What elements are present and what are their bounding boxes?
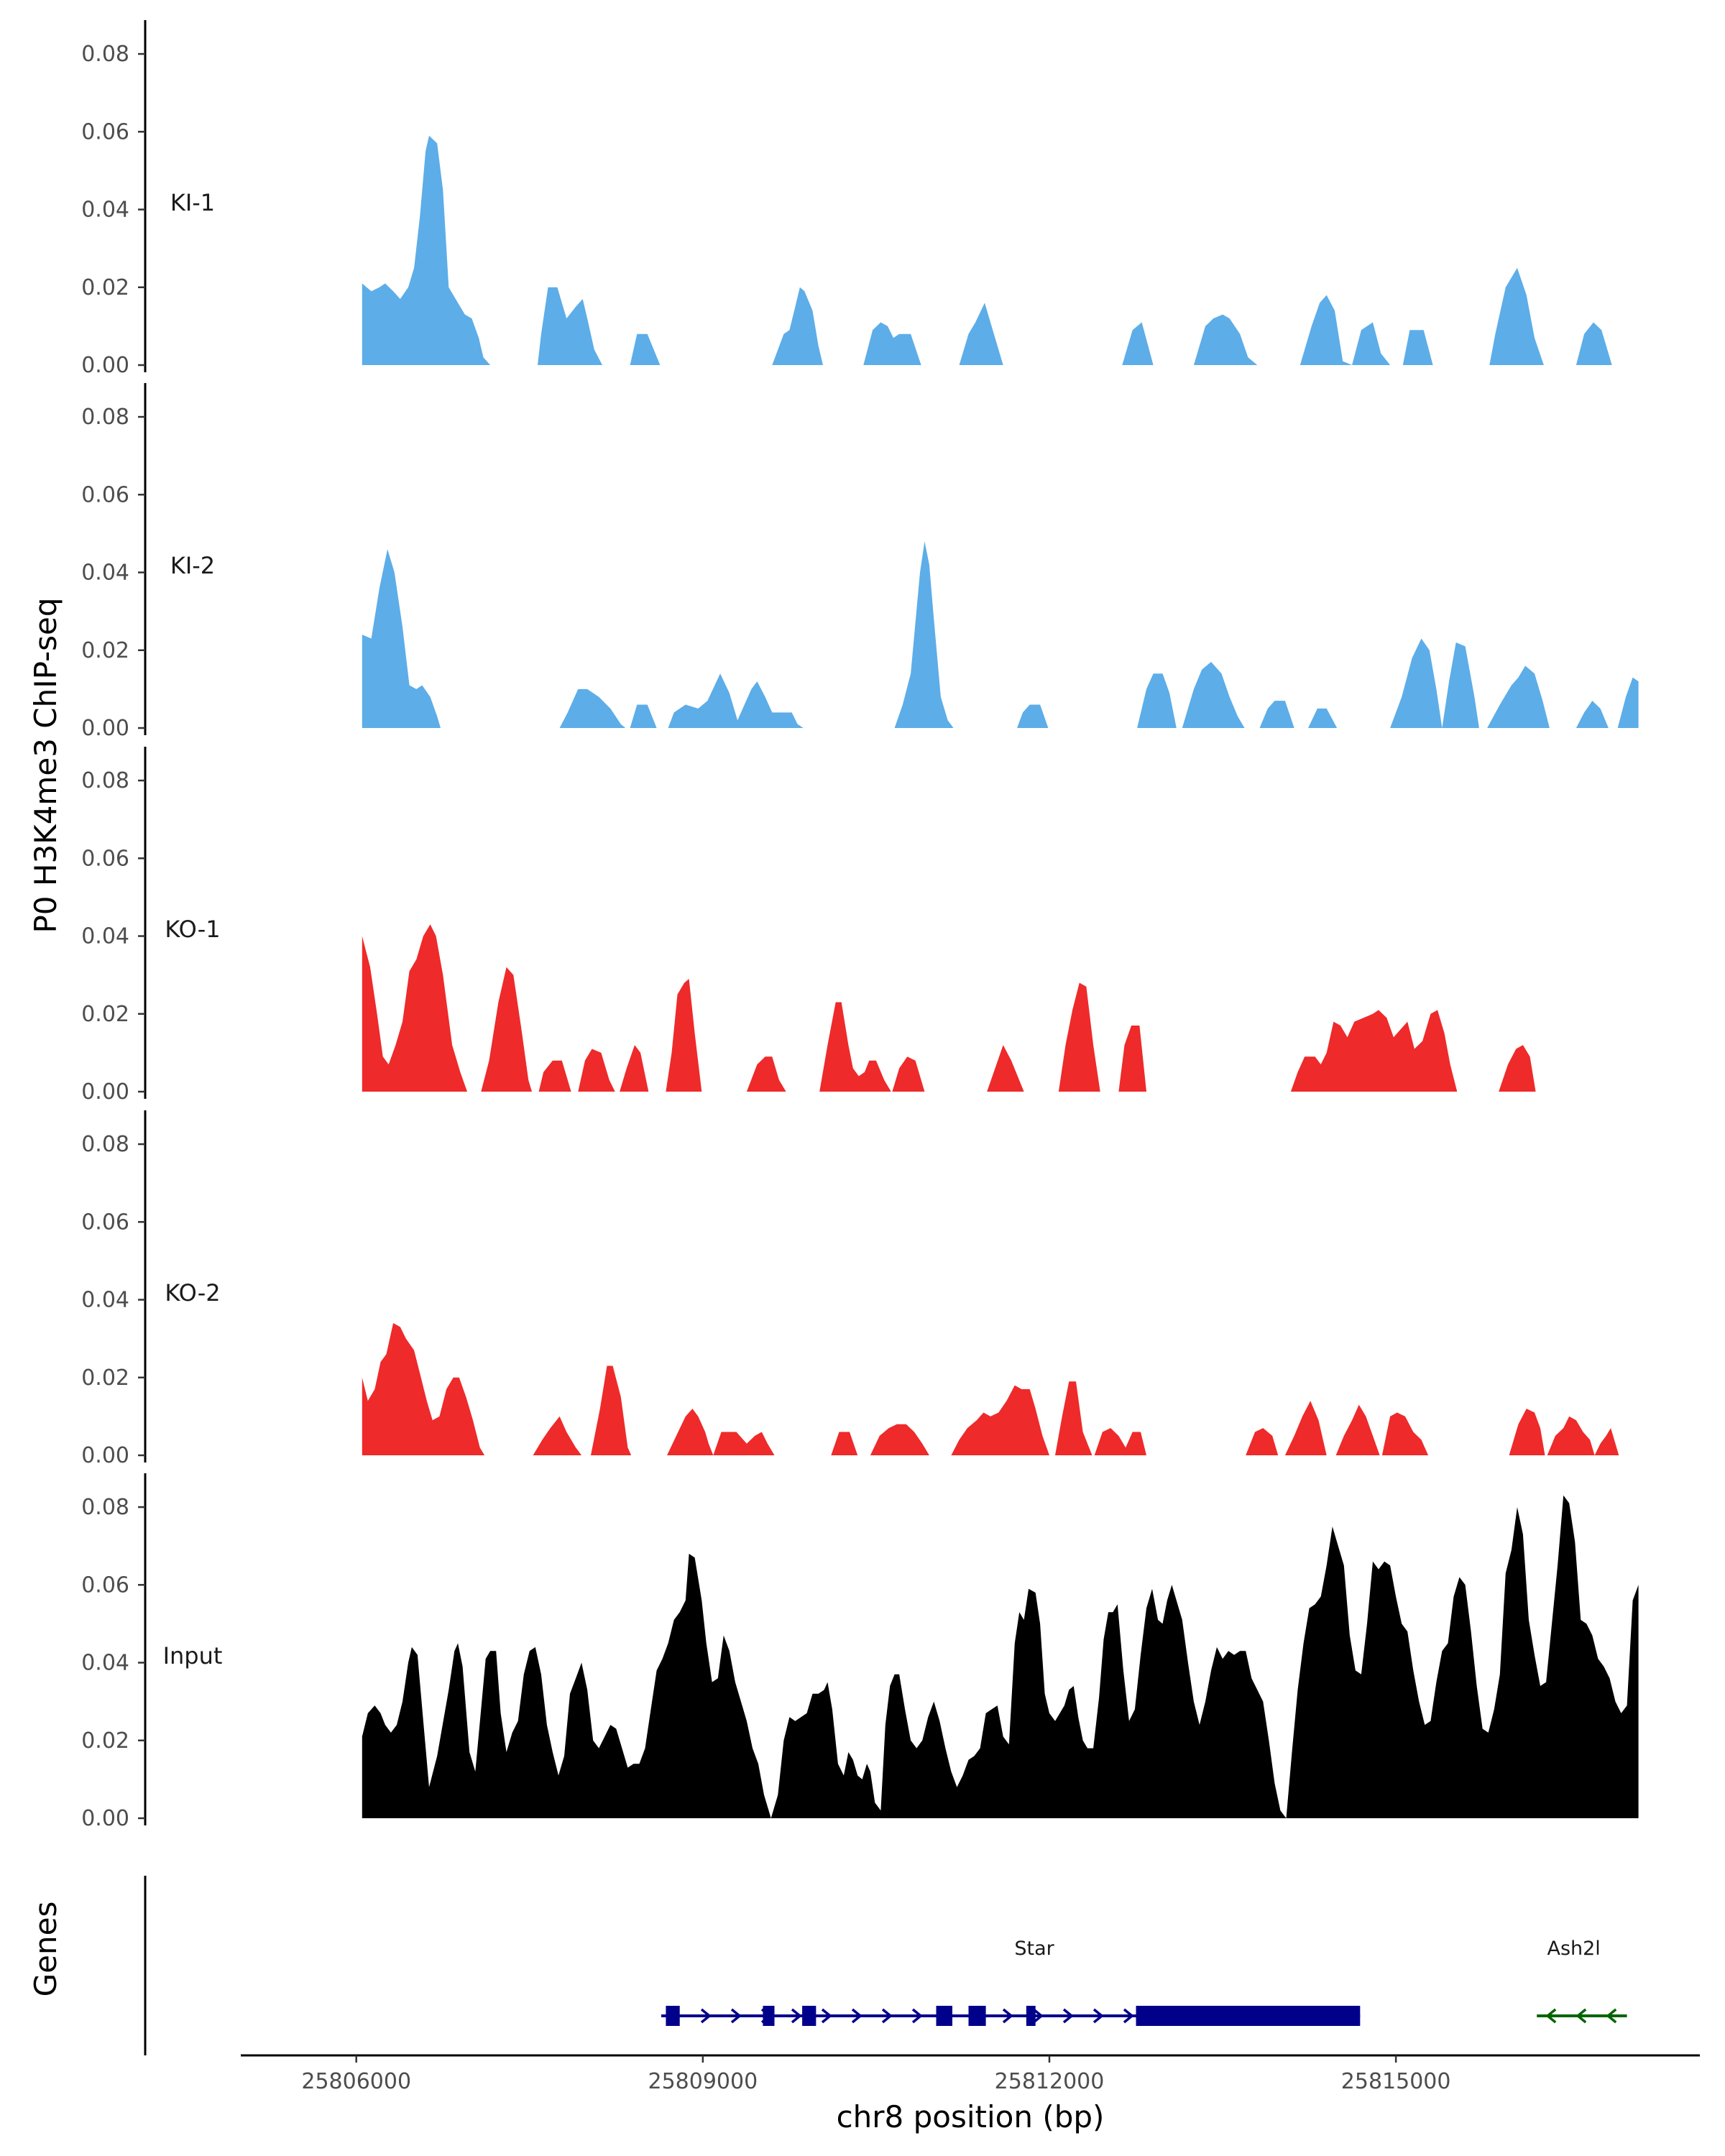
exon bbox=[802, 2006, 816, 2026]
y-tick-label: 0.02 bbox=[81, 1365, 129, 1391]
y-tick-label: 0.08 bbox=[81, 1495, 129, 1520]
gene-ash2l: Ash2l bbox=[1537, 1938, 1627, 2024]
track-ko-2: 0.00 0.02 0.04 0.06 0.08 KO-2 bbox=[81, 1110, 1619, 1468]
exon bbox=[666, 2006, 680, 2026]
y-tick-label: 0.00 bbox=[81, 1079, 129, 1105]
track-label: KO-2 bbox=[165, 1279, 220, 1307]
y-tick-label: 0.04 bbox=[81, 1288, 129, 1313]
strand-arrow bbox=[791, 2008, 802, 2024]
y-tick-label: 0.04 bbox=[81, 1651, 129, 1676]
strand-arrow bbox=[1032, 2008, 1044, 2024]
y-tick-label: 0.06 bbox=[81, 1572, 129, 1598]
y-tick-label: 0.06 bbox=[81, 846, 129, 871]
x-tick-label: 25809000 bbox=[648, 2069, 758, 2094]
strand-arrow bbox=[1062, 2008, 1074, 2024]
strand-arrow bbox=[730, 2008, 742, 2024]
tracks-group: 0.00 0.02 0.04 0.06 0.08 KI-1 0.00 0.02 0.04 0.06… bbox=[81, 20, 1639, 1831]
strand-arrow bbox=[881, 2008, 893, 2024]
track-label: KO-1 bbox=[165, 916, 220, 943]
exon bbox=[936, 2006, 952, 2026]
y-tick-label: 0.02 bbox=[81, 275, 129, 300]
coverage-area bbox=[362, 1495, 1639, 1818]
y-tick-label: 0.02 bbox=[81, 1002, 129, 1027]
coverage-area bbox=[362, 541, 1639, 728]
y-tick-label: 0.02 bbox=[81, 1728, 129, 1754]
strand-arrow bbox=[1092, 2008, 1104, 2024]
track-label: KI-1 bbox=[170, 189, 215, 216]
y-tick-label: 0.00 bbox=[81, 1443, 129, 1468]
track-ko-1: 0.00 0.02 0.04 0.06 0.08 KO-1 bbox=[81, 747, 1536, 1105]
y-tick-label: 0.08 bbox=[81, 768, 129, 793]
exon bbox=[1026, 2006, 1036, 2026]
genes-group: Star Ash2l bbox=[144, 1876, 1627, 2055]
y-tick-label: 0.06 bbox=[81, 119, 129, 144]
strand-arrow bbox=[1606, 2008, 1617, 2024]
y-tick-label: 0.08 bbox=[81, 405, 129, 430]
y-tick-label: 0.04 bbox=[81, 561, 129, 586]
gene-label: Star bbox=[1014, 1938, 1054, 1960]
y-tick-label: 0.08 bbox=[81, 42, 129, 67]
coverage-area bbox=[362, 135, 1612, 365]
x-tick-label: 25812000 bbox=[995, 2069, 1105, 2094]
x-tick-label: 25815000 bbox=[1341, 2069, 1451, 2094]
strand-arrow bbox=[911, 2008, 923, 2024]
strand-arrow bbox=[1123, 2008, 1134, 2024]
y-tick-label: 0.06 bbox=[81, 1210, 129, 1235]
x-axis-title: chr8 position (bp) bbox=[837, 2099, 1105, 2134]
track-ki-1: 0.00 0.02 0.04 0.06 0.08 KI-1 bbox=[81, 20, 1612, 378]
y-tick-label: 0.00 bbox=[81, 716, 129, 741]
strand-arrow bbox=[700, 2008, 712, 2024]
y-tick-label: 0.04 bbox=[81, 924, 129, 949]
coverage-area bbox=[362, 924, 1536, 1092]
track-input: 0.00 0.02 0.04 0.06 0.08 Input bbox=[81, 1473, 1639, 1831]
y-tick-label: 0.06 bbox=[81, 482, 129, 507]
genes-axis-title: Genes bbox=[28, 1902, 63, 1997]
track-ki-2: 0.00 0.02 0.04 0.06 0.08 KI-2 bbox=[81, 383, 1639, 741]
strand-arrow bbox=[1576, 2008, 1587, 2024]
strand-arrow bbox=[821, 2008, 832, 2024]
y-tick-label: 0.04 bbox=[81, 198, 129, 223]
track-label: KI-2 bbox=[170, 552, 215, 579]
y-tick-label: 0.00 bbox=[81, 353, 129, 378]
gene-label: Ash2l bbox=[1547, 1938, 1600, 1960]
y-tick-label: 0.00 bbox=[81, 1806, 129, 1831]
exon bbox=[763, 2006, 775, 2026]
gene-star: Star bbox=[661, 1938, 1361, 2026]
strand-arrow bbox=[1545, 2008, 1557, 2024]
exon bbox=[1136, 2006, 1361, 2026]
strand-arrow bbox=[1002, 2008, 1013, 2024]
exon bbox=[968, 2006, 986, 2026]
strand-arrow bbox=[851, 2008, 862, 2024]
y-tick-label: 0.08 bbox=[81, 1132, 129, 1157]
x-tick-label: 25806000 bbox=[301, 2069, 411, 2094]
coverage-area bbox=[362, 1323, 1619, 1455]
y-tick-label: 0.02 bbox=[81, 638, 129, 663]
x-axis: 25806000 25809000 25812000 25815000 bbox=[241, 2054, 1700, 2094]
track-label: Input bbox=[163, 1642, 223, 1669]
y-axis-title: P0 H3K4me3 ChIP-seq bbox=[28, 597, 63, 933]
